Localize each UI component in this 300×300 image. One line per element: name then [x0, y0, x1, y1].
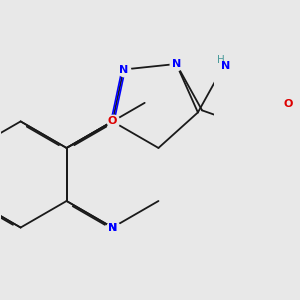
Text: H: H — [217, 55, 224, 65]
Text: O: O — [108, 116, 117, 126]
Text: N: N — [221, 61, 230, 71]
Text: N: N — [108, 223, 117, 232]
Text: N: N — [119, 64, 128, 74]
Text: N: N — [108, 223, 117, 232]
Text: O: O — [284, 100, 293, 110]
Text: N: N — [172, 59, 181, 69]
